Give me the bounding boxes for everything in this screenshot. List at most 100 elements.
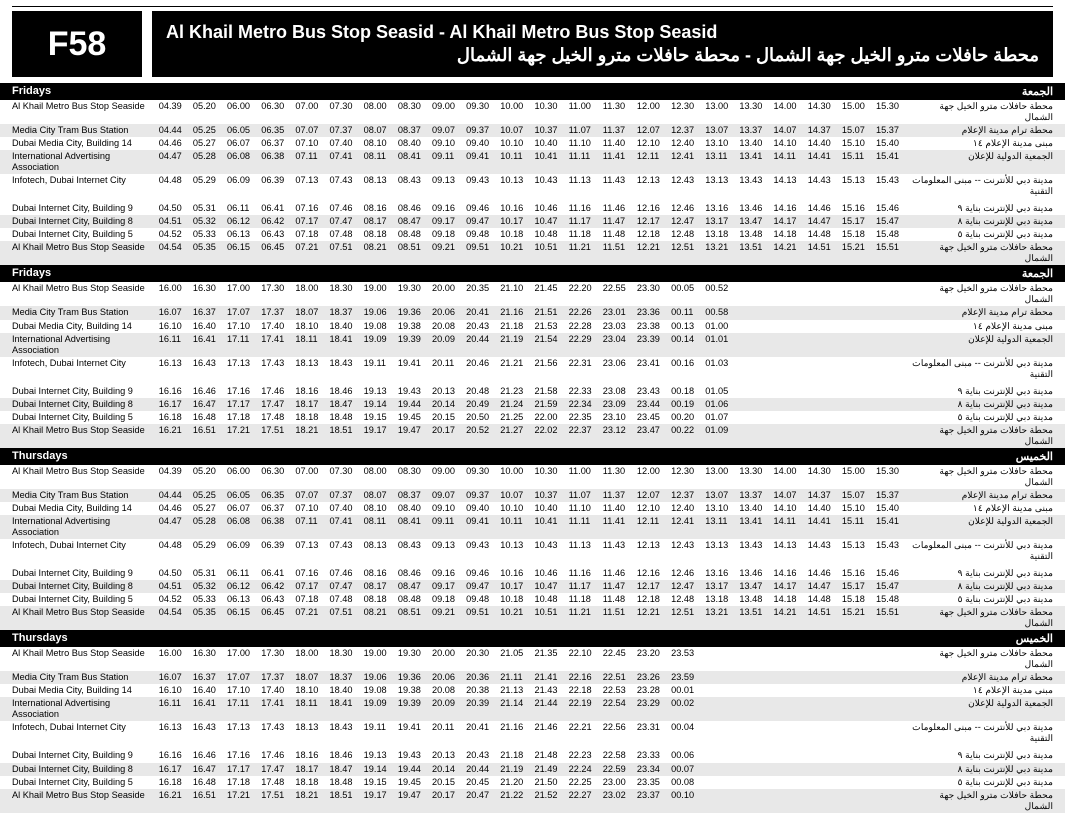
- departure-time: 22.20: [567, 282, 601, 306]
- stop-name-ar: مبنى مدينة الإعلام ١٤: [908, 502, 1065, 515]
- departure-time: [772, 424, 806, 448]
- departure-time: 21.58: [532, 385, 566, 398]
- table-row: Al Khail Metro Bus Stop Seaside04.5405.3…: [0, 606, 1065, 630]
- departure-time: [806, 684, 840, 697]
- departure-time: 23.47: [635, 424, 669, 448]
- departure-time: 23.29: [635, 697, 669, 721]
- departure-time: 09.18: [430, 228, 464, 241]
- departure-time: 10.00: [498, 465, 532, 489]
- departure-time: 08.17: [362, 215, 396, 228]
- table-row: Dubai Internet City, Building 904.5005.3…: [0, 202, 1065, 215]
- departure-time: 11.37: [601, 124, 635, 137]
- departure-time: 15.07: [840, 124, 874, 137]
- departure-time: 10.07: [498, 489, 532, 502]
- departure-time: [703, 697, 737, 721]
- departure-time: 23.53: [669, 647, 703, 671]
- departure-time: 07.37: [328, 124, 362, 137]
- departure-time: 08.51: [396, 606, 430, 630]
- departure-time: 08.46: [396, 567, 430, 580]
- departure-time: 23.34: [635, 763, 669, 776]
- departure-time: [737, 721, 771, 745]
- stop-name-en: Dubai Internet City, Building 9: [0, 202, 157, 215]
- departure-time: [840, 282, 874, 306]
- departure-time: 08.48: [396, 593, 430, 606]
- departure-time: 12.13: [635, 174, 669, 198]
- departure-time: [737, 697, 771, 721]
- departure-time: 05.28: [191, 150, 225, 174]
- departure-time: [737, 398, 771, 411]
- departure-time: 17.16: [225, 749, 259, 762]
- departure-time: 17.21: [225, 424, 259, 448]
- departure-time: 15.30: [874, 465, 908, 489]
- departure-time: 09.13: [430, 174, 464, 198]
- departure-time: 19.30: [396, 647, 430, 671]
- departure-time: 06.37: [259, 137, 293, 150]
- departure-time: 16.40: [191, 320, 225, 333]
- stop-name-ar: محطة حافلات مترو الخيل جهة الشمال: [908, 647, 1065, 671]
- departure-time: 08.40: [396, 137, 430, 150]
- departure-time: 12.16: [635, 567, 669, 580]
- departure-time: 00.18: [669, 385, 703, 398]
- departure-time: 22.51: [601, 671, 635, 684]
- departure-time: [806, 789, 840, 813]
- departure-time: 14.48: [806, 593, 840, 606]
- departure-time: 11.07: [567, 489, 601, 502]
- departure-time: 23.33: [635, 749, 669, 762]
- departure-time: 15.13: [840, 539, 874, 563]
- departure-time: [703, 721, 737, 745]
- route-code: F58: [48, 25, 107, 64]
- departure-time: [874, 333, 908, 357]
- departure-time: 14.37: [806, 489, 840, 502]
- departure-time: 08.48: [396, 228, 430, 241]
- departure-time: [772, 721, 806, 745]
- departure-time: 11.46: [601, 567, 635, 580]
- departure-time: 20.08: [430, 684, 464, 697]
- day-label-ar: الخميس: [1016, 632, 1053, 645]
- table-row: Media City Tram Bus Station16.0716.3717.…: [0, 306, 1065, 319]
- departure-time: 17.51: [259, 789, 293, 813]
- departure-time: 07.48: [328, 228, 362, 241]
- table-row: International Advertising Association04.…: [0, 150, 1065, 174]
- departure-time: 15.17: [840, 215, 874, 228]
- timetable-sections: FridaysالجمعةAl Khail Metro Bus Stop Sea…: [0, 83, 1065, 813]
- departure-time: 15.48: [874, 228, 908, 241]
- table-row: Al Khail Metro Bus Stop Seaside16.2116.5…: [0, 789, 1065, 813]
- departure-time: [874, 721, 908, 745]
- departure-time: 22.53: [601, 684, 635, 697]
- departure-time: 08.00: [362, 100, 396, 124]
- departure-time: 17.07: [225, 671, 259, 684]
- departure-time: 18.40: [328, 320, 362, 333]
- departure-time: 14.00: [772, 465, 806, 489]
- departure-time: 20.15: [430, 776, 464, 789]
- departure-time: 16.48: [191, 411, 225, 424]
- departure-time: 11.47: [601, 215, 635, 228]
- departure-time: 22.37: [567, 424, 601, 448]
- departure-time: 13.13: [703, 174, 737, 198]
- departure-time: 16.43: [191, 357, 225, 381]
- departure-time: 22.24: [567, 763, 601, 776]
- departure-time: 10.46: [532, 567, 566, 580]
- departure-time: 10.40: [532, 137, 566, 150]
- departure-time: 12.30: [669, 465, 703, 489]
- departure-time: 10.30: [532, 465, 566, 489]
- departure-time: 12.30: [669, 100, 703, 124]
- departure-time: 21.56: [532, 357, 566, 381]
- departure-time: 17.40: [259, 320, 293, 333]
- departure-time: 14.11: [772, 515, 806, 539]
- departure-time: 13.43: [737, 539, 771, 563]
- departure-time: 17.21: [225, 789, 259, 813]
- departure-time: 19.47: [396, 789, 430, 813]
- departure-time: 21.51: [532, 306, 566, 319]
- departure-time: 20.36: [464, 671, 498, 684]
- stop-name-en: International Advertising Association: [0, 150, 157, 174]
- departure-time: 15.47: [874, 215, 908, 228]
- departure-time: 20.48: [464, 385, 498, 398]
- departure-time: 10.13: [498, 174, 532, 198]
- table-row: Al Khail Metro Bus Stop Seaside04.3905.2…: [0, 465, 1065, 489]
- departure-time: [874, 697, 908, 721]
- departure-time: 20.50: [464, 411, 498, 424]
- table-row: Dubai Internet City, Building 816.1716.4…: [0, 763, 1065, 776]
- departure-time: 16.43: [191, 721, 225, 745]
- departure-time: 18.00: [293, 282, 327, 306]
- table-row: Al Khail Metro Bus Stop Seaside16.2116.5…: [0, 424, 1065, 448]
